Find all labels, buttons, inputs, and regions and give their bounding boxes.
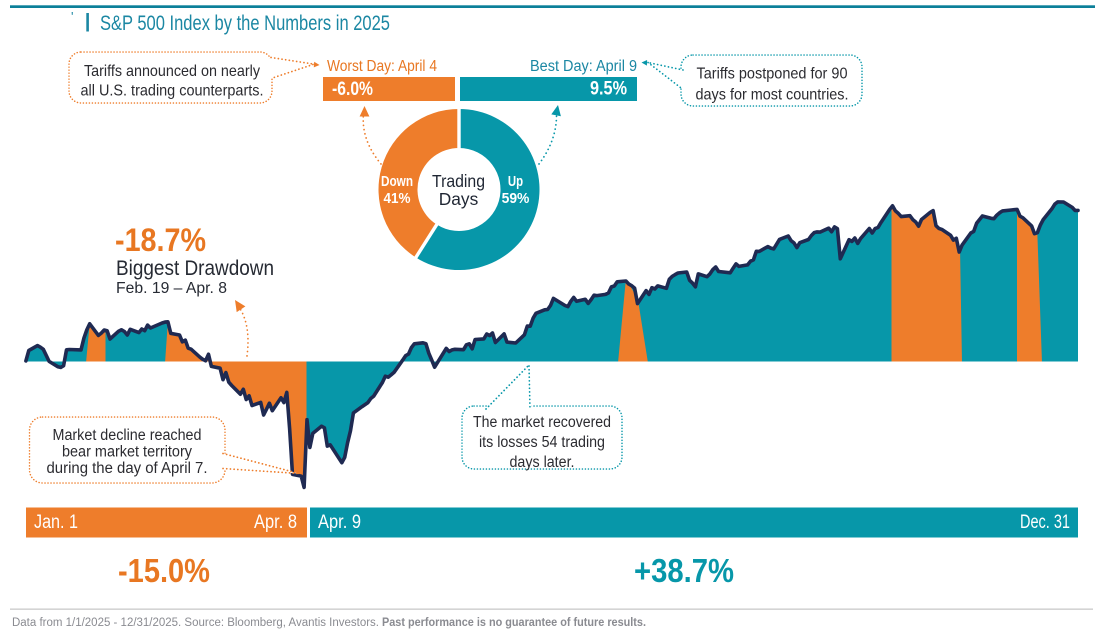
svg-text:-15.0%: -15.0% xyxy=(118,552,210,589)
svg-text:Dec. 31: Dec. 31 xyxy=(1020,512,1070,533)
svg-text:bear market territory: bear market territory xyxy=(62,444,192,461)
svg-text:Days: Days xyxy=(439,189,479,209)
svg-text:Feb. 19 – Apr. 8: Feb. 19 – Apr. 8 xyxy=(116,280,227,297)
svg-text:Tariffs announced on nearly: Tariffs announced on nearly xyxy=(84,63,260,80)
svg-text:Best Day: April 9: Best Day: April 9 xyxy=(530,58,637,75)
svg-text:Up: Up xyxy=(508,174,523,190)
svg-text:Past performance is no guarant: Past performance is no guarantee of futu… xyxy=(382,617,646,629)
svg-text:Tariffs postponed for 90: Tariffs postponed for 90 xyxy=(697,66,848,83)
svg-text:59%: 59% xyxy=(502,191,530,207)
svg-text:-18.7%: -18.7% xyxy=(115,222,206,258)
svg-text:during the day of April 7.: during the day of April 7. xyxy=(47,460,208,477)
svg-text:-6.0%: -6.0% xyxy=(332,79,373,100)
svg-text:days for most countries.: days for most countries. xyxy=(696,87,849,104)
svg-text:+38.7%: +38.7% xyxy=(634,552,734,589)
svg-text:41%: 41% xyxy=(384,191,411,207)
svg-text:Apr. 9: Apr. 9 xyxy=(318,512,361,533)
svg-text:The market recovered: The market recovered xyxy=(473,414,611,431)
svg-text:its losses 54 trading: its losses 54 trading xyxy=(479,434,605,451)
svg-text:Down: Down xyxy=(381,174,413,190)
svg-text:S&P 500 Index by the Numbers i: S&P 500 Index by the Numbers in 2025 xyxy=(100,12,390,35)
svg-text:Apr. 8: Apr. 8 xyxy=(254,512,297,533)
svg-text:Jan. 1: Jan. 1 xyxy=(34,512,78,533)
svg-text:': ' xyxy=(71,9,73,24)
svg-text:all U.S. trading counterparts.: all U.S. trading counterparts. xyxy=(81,83,264,100)
svg-text:9.5%: 9.5% xyxy=(590,79,627,100)
svg-text:Data from 1/1/2025 - 12/31/202: Data from 1/1/2025 - 12/31/2025. Source:… xyxy=(12,617,379,629)
svg-text:Trading: Trading xyxy=(432,171,485,191)
svg-text:days later.: days later. xyxy=(510,454,575,471)
svg-text:Biggest Drawdown: Biggest Drawdown xyxy=(116,257,274,280)
svg-text:Market decline reached: Market decline reached xyxy=(53,427,202,444)
svg-text:Worst Day: April 4: Worst Day: April 4 xyxy=(327,58,437,75)
